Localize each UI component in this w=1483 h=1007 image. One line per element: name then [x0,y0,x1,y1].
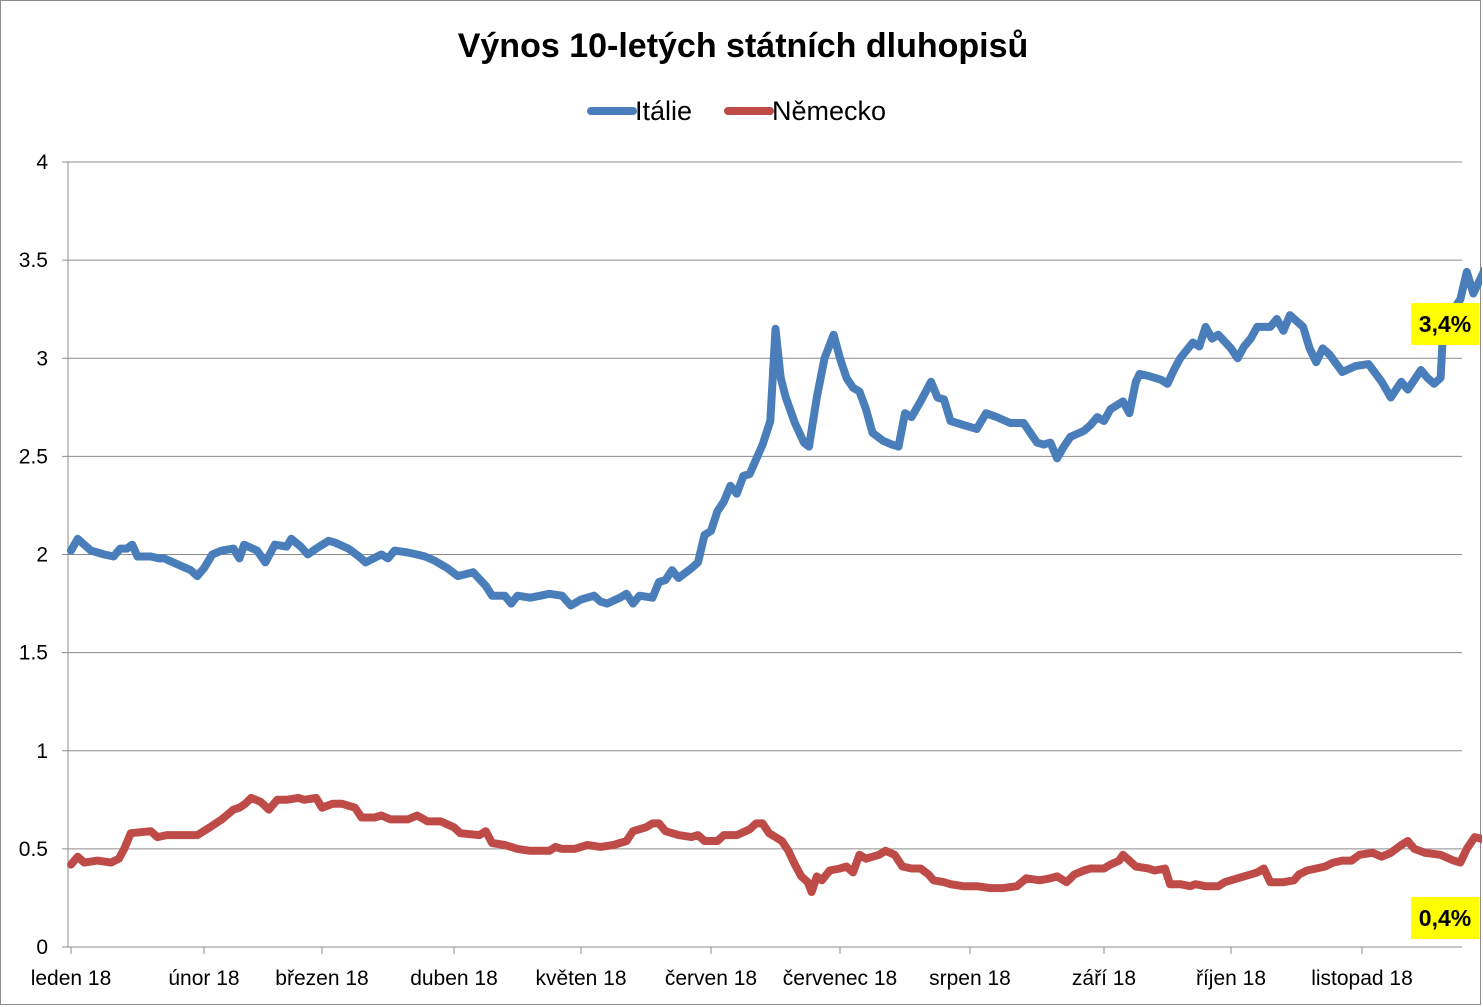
x-tick-label: listopad 18 [1311,967,1413,990]
legend-label-italy: Itálie [635,96,692,126]
x-tick-label: srpen 18 [929,967,1011,990]
y-axis: 0 0.5 1 1.5 2 2.5 3 3.5 4 [19,151,69,959]
y-tick-label: 2 [36,544,48,567]
x-tick-label: březen 18 [275,967,368,990]
x-tick-label: červenec 18 [783,967,897,990]
y-tick-label: 0.5 [19,838,48,861]
end-label-italy: 3,4% [1411,303,1479,345]
end-label-germany-box [1411,897,1479,939]
end-label-italy-text: 3,4% [1419,311,1471,337]
series-layer [67,265,1482,896]
x-axis: leden 18 únor 18 březen 18 duben 18 květen 1… [31,946,1462,990]
end-label-germany: 0,4% [1411,897,1479,939]
y-tick-label: 4 [36,151,48,174]
y-tick-label: 3.5 [19,249,48,272]
end-label-italy-box [1411,303,1479,345]
y-tick-label: 1.5 [19,642,48,665]
x-tick-label: září 18 [1072,967,1136,990]
legend: Itálie Německo [587,96,886,126]
x-tick-label: únor 18 [168,967,239,990]
y-tick-label: 1 [36,740,48,763]
x-tick-label: říjen 18 [1196,967,1266,990]
y-tick-label: 0 [36,936,48,959]
x-tick-label: leden 18 [31,967,112,990]
series-line-germany [67,793,1482,896]
gridlines [68,161,1462,850]
y-tick-label: 3 [36,347,48,370]
x-tick-label: duben 18 [410,967,498,990]
x-tick-label: květen 18 [535,967,626,990]
legend-label-germany: Německo [772,96,886,126]
y-tick-label: 2.5 [19,445,48,468]
chart-title: Výnos 10-letých státních dluhopisů [458,27,1029,65]
end-label-germany-text: 0,4% [1419,905,1471,931]
series-line-italy [67,265,1482,610]
x-tick-label: červen 18 [665,967,757,990]
